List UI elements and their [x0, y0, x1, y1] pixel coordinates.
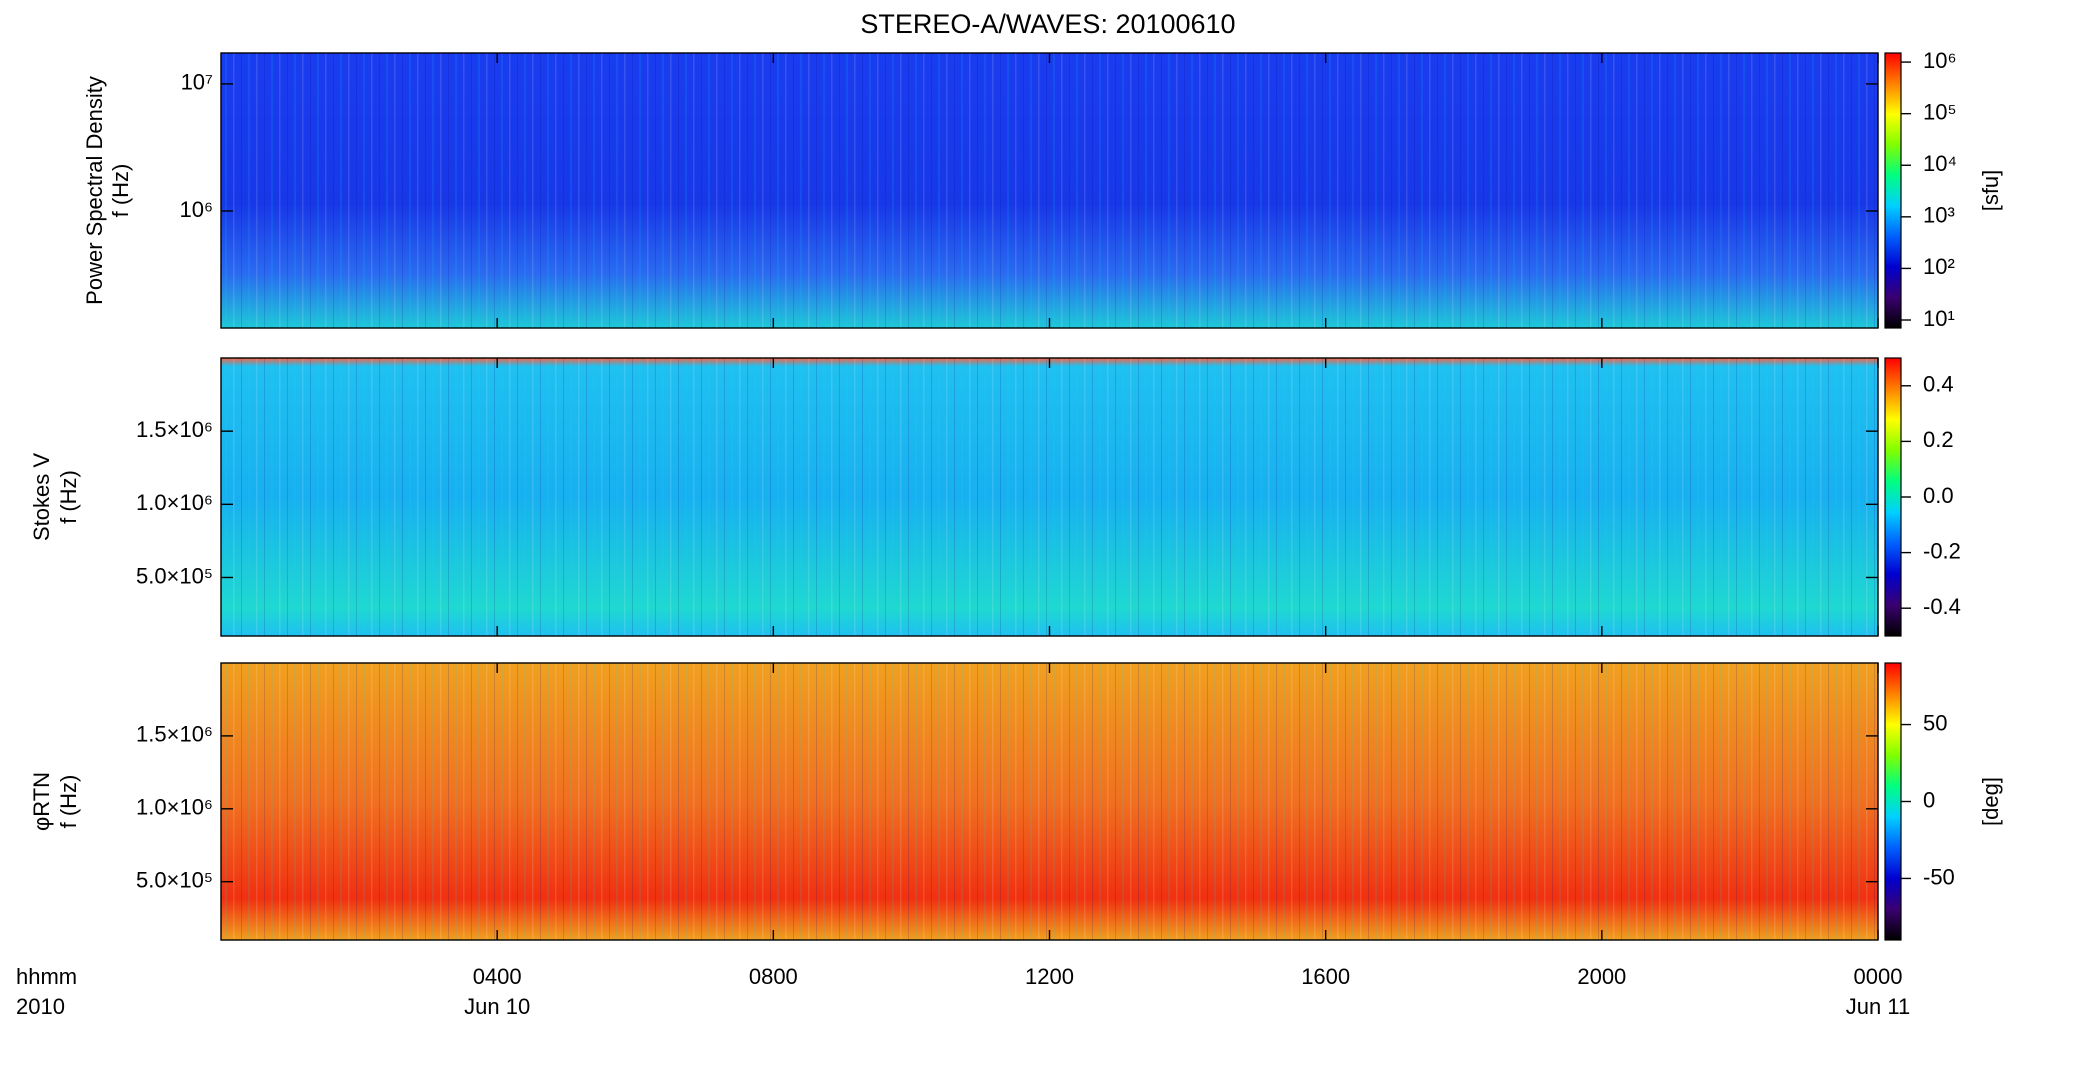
- y-tick-label: 1.0×10⁶: [136, 795, 213, 820]
- y-axis-label: φRTN: [29, 772, 54, 831]
- x-axis-label: 2010: [16, 994, 65, 1019]
- colorbar-tick-label: 10³: [1923, 203, 1955, 228]
- y-tick-label: 1.0×10⁶: [136, 490, 213, 515]
- colorbar-tick-label: 0.4: [1923, 372, 1954, 397]
- y-tick-label: 1.5×10⁶: [136, 722, 213, 747]
- y-tick-label: 10⁷: [181, 70, 213, 95]
- x-tick-label: 1200: [1025, 964, 1074, 989]
- spectrogram-texture: [221, 358, 1878, 636]
- colorbar-label: [sfu]: [1978, 170, 2003, 212]
- colorbar-tick-label: 50: [1923, 710, 1947, 735]
- colorbar-tick-label: 0.2: [1923, 427, 1954, 452]
- colorbar-tick-label: 10⁴: [1923, 151, 1957, 176]
- colorbar-tick-label: 10¹: [1923, 306, 1955, 331]
- colorbar-tick-label: 0: [1923, 787, 1935, 812]
- colorbar-tick-label: 10⁶: [1923, 48, 1957, 73]
- y-axis-label: Power Spectral Density: [82, 76, 107, 305]
- colorbar-tick-label: -0.2: [1923, 538, 1961, 563]
- y-tick-label: 10⁶: [179, 197, 213, 222]
- colorbar-label: [deg]: [1978, 777, 2003, 826]
- x-date-label: Jun 11: [1846, 994, 1910, 1019]
- x-tick-label: 1600: [1301, 964, 1350, 989]
- colorbar-tick-label: -0.4: [1923, 594, 1961, 619]
- spectrogram-texture: [221, 663, 1878, 940]
- spectrogram-texture: [221, 53, 1878, 328]
- colorbar: [1884, 52, 1902, 329]
- y-tick-label: 5.0×10⁵: [136, 867, 213, 892]
- colorbar: [1884, 357, 1902, 637]
- x-tick-label: 0000: [1854, 964, 1903, 989]
- y-axis-label: Stokes V: [29, 453, 54, 541]
- x-tick-label: 0800: [749, 964, 798, 989]
- colorbar: [1884, 662, 1902, 941]
- x-date-label: Jun 10: [464, 994, 530, 1019]
- x-axis-label: hhmm: [16, 964, 77, 989]
- y-axis-label: f (Hz): [108, 164, 133, 218]
- colorbar-tick-label: -50: [1923, 864, 1955, 889]
- x-tick-label: 0400: [473, 964, 522, 989]
- colorbar-tick-label: 10²: [1923, 254, 1955, 279]
- colorbar-tick-label: 0.0: [1923, 483, 1954, 508]
- y-axis-label: f (Hz): [56, 470, 81, 524]
- y-tick-label: 1.5×10⁶: [136, 417, 213, 442]
- chart-title: STEREO-A/WAVES: 20100610: [860, 9, 1235, 39]
- y-tick-label: 5.0×10⁵: [136, 563, 213, 588]
- y-axis-label: f (Hz): [56, 775, 81, 829]
- colorbar-tick-label: 10⁵: [1923, 99, 1957, 124]
- x-tick-label: 2000: [1577, 964, 1626, 989]
